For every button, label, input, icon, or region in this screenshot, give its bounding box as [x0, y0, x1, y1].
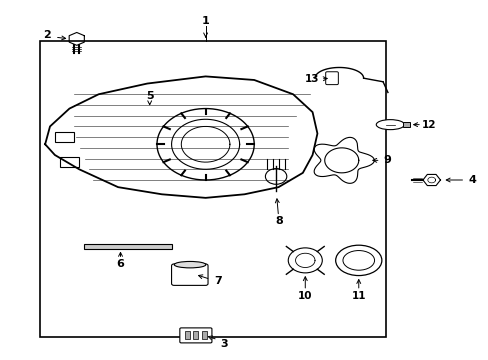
Bar — [60, 157, 79, 167]
Text: 9: 9 — [382, 156, 390, 165]
Bar — [185, 332, 190, 339]
FancyBboxPatch shape — [171, 264, 207, 285]
Ellipse shape — [375, 120, 404, 130]
Bar — [193, 332, 198, 339]
Text: 8: 8 — [275, 216, 283, 226]
Ellipse shape — [342, 251, 374, 270]
Text: 2: 2 — [42, 30, 50, 40]
Bar — [55, 132, 74, 143]
Text: 5: 5 — [145, 91, 153, 101]
FancyBboxPatch shape — [325, 72, 338, 85]
Text: 7: 7 — [213, 276, 221, 286]
Text: 1: 1 — [202, 16, 209, 26]
Text: 4: 4 — [467, 175, 475, 185]
Circle shape — [265, 168, 286, 184]
Ellipse shape — [174, 261, 205, 268]
FancyBboxPatch shape — [180, 328, 211, 343]
Text: 11: 11 — [351, 291, 365, 301]
Text: 13: 13 — [304, 74, 318, 84]
Ellipse shape — [335, 245, 381, 275]
Text: 3: 3 — [220, 339, 227, 348]
Text: 12: 12 — [421, 120, 436, 130]
Text: 10: 10 — [297, 291, 312, 301]
Bar — [84, 244, 171, 249]
Circle shape — [287, 248, 322, 273]
Bar — [402, 122, 409, 127]
Bar — [201, 332, 206, 339]
Bar — [40, 41, 385, 337]
Text: 6: 6 — [116, 259, 124, 269]
